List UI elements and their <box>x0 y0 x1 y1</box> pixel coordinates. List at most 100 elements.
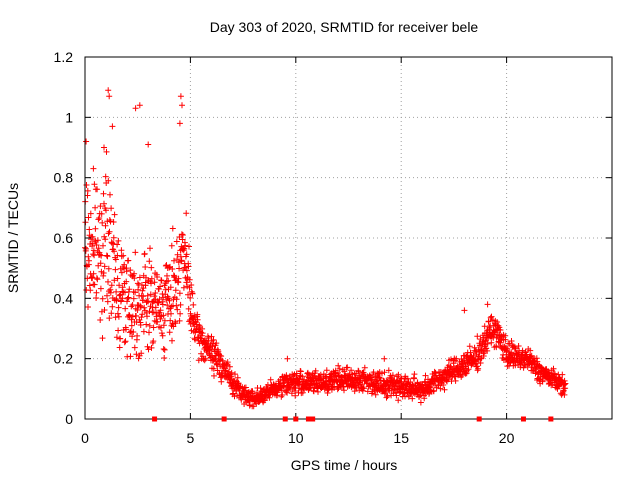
data-point <box>218 378 225 385</box>
data-point <box>148 264 155 271</box>
data-point <box>484 301 491 308</box>
data-point <box>98 210 105 217</box>
data-point <box>370 369 377 376</box>
data-point <box>395 371 402 378</box>
data-point <box>185 305 192 312</box>
data-point <box>102 173 109 180</box>
data-point <box>267 376 274 383</box>
data-point <box>189 290 196 297</box>
data-point <box>224 359 231 366</box>
data-point <box>183 210 190 217</box>
data-point <box>185 263 192 270</box>
data-point <box>158 330 165 337</box>
data-point <box>485 318 492 325</box>
x-tick-label: 10 <box>288 430 304 446</box>
data-point <box>89 233 96 240</box>
data-point <box>123 326 129 333</box>
data-points <box>82 87 569 410</box>
data-point <box>172 287 179 294</box>
data-point <box>128 316 135 323</box>
data-point <box>101 200 107 207</box>
data-point <box>159 298 166 305</box>
data-point <box>488 339 495 346</box>
data-point <box>144 313 150 320</box>
data-point <box>106 315 113 322</box>
data-point <box>335 362 342 369</box>
data-point <box>297 368 304 375</box>
data-point <box>317 371 324 378</box>
data-point <box>211 372 217 379</box>
data-point <box>477 355 484 362</box>
data-point <box>119 295 126 302</box>
data-point <box>471 344 478 351</box>
data-point <box>109 123 116 130</box>
data-point <box>160 346 167 352</box>
data-point <box>195 357 202 364</box>
data-point <box>486 324 493 331</box>
data-point <box>147 245 153 252</box>
data-point <box>131 275 138 282</box>
data-point <box>172 320 179 327</box>
data-point <box>96 251 103 258</box>
data-point <box>135 286 142 293</box>
data-point <box>249 390 256 397</box>
data-point <box>107 289 114 296</box>
data-point <box>397 388 404 395</box>
data-point <box>177 93 184 100</box>
data-point <box>116 282 123 289</box>
data-point <box>94 186 101 193</box>
data-point <box>160 322 167 329</box>
data-point <box>92 225 99 232</box>
data-point <box>198 332 205 339</box>
data-point <box>97 285 104 292</box>
y-tick-label: 0 <box>65 411 73 427</box>
data-point <box>160 312 167 319</box>
data-point <box>151 279 158 286</box>
data-point <box>117 335 124 342</box>
data-point <box>115 327 122 334</box>
data-point <box>173 302 180 309</box>
data-point <box>108 310 115 317</box>
data-point <box>176 120 183 127</box>
data-point <box>134 307 141 313</box>
data-point <box>481 323 488 330</box>
data-point <box>90 270 97 277</box>
data-point <box>91 181 98 188</box>
data-point <box>166 297 173 304</box>
data-point <box>213 340 220 347</box>
data-point <box>336 365 343 372</box>
data-point <box>484 340 491 347</box>
data-point <box>156 296 163 303</box>
data-point <box>165 295 172 302</box>
data-point <box>306 371 313 378</box>
data-point <box>218 353 225 360</box>
data-point <box>180 284 187 291</box>
data-point <box>122 305 129 312</box>
data-point <box>123 278 130 285</box>
data-point <box>147 291 154 298</box>
data-point <box>188 282 195 288</box>
data-point <box>148 280 154 287</box>
data-point <box>226 363 233 370</box>
data-point <box>223 362 230 369</box>
x-tick-label: 15 <box>393 430 409 446</box>
data-point <box>385 367 392 374</box>
data-point <box>179 232 186 238</box>
data-point <box>134 332 141 339</box>
data-point <box>178 231 185 238</box>
data-point <box>104 253 111 260</box>
data-point <box>95 216 102 223</box>
data-point <box>132 105 139 112</box>
data-point <box>165 277 172 284</box>
data-point <box>106 228 113 235</box>
data-point <box>101 144 107 151</box>
data-point <box>90 165 97 172</box>
data-point <box>127 353 134 360</box>
data-point <box>122 338 129 345</box>
data-point <box>92 204 99 211</box>
data-point <box>169 337 175 344</box>
axis-marker <box>476 416 482 422</box>
data-point <box>173 296 180 303</box>
data-point <box>502 336 509 343</box>
data-point <box>146 308 153 315</box>
